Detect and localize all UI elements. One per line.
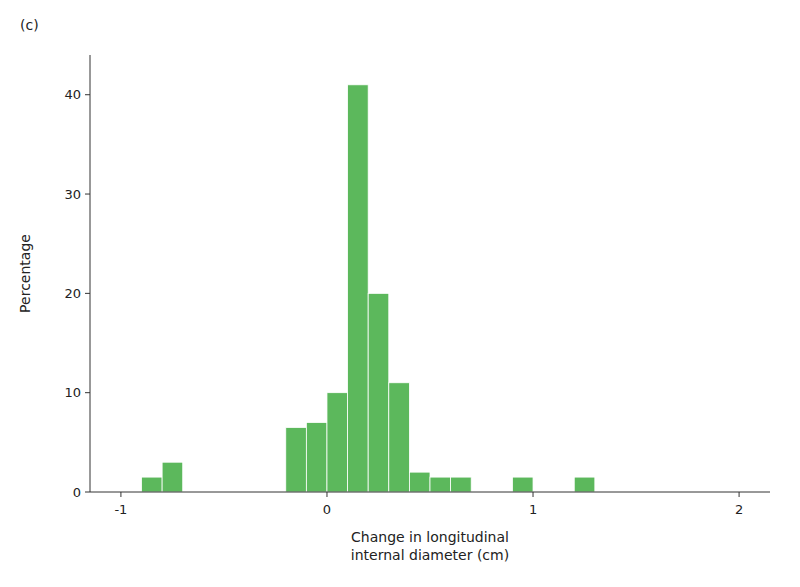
x-tick: [739, 492, 740, 497]
y-tick-label: 0: [73, 485, 81, 500]
x-axis-label-line: Change in longitudinal: [351, 529, 509, 545]
x-tick: [120, 492, 121, 497]
bar: 1.5: [451, 477, 472, 492]
x-tick: [533, 492, 534, 497]
panel-label: (c): [20, 17, 39, 33]
bar: 1.5: [574, 477, 595, 492]
y-axis-label: Percentage: [17, 234, 33, 313]
bar: 1.5: [430, 477, 451, 492]
bar: 10: [327, 393, 348, 492]
bar: 20: [368, 293, 389, 492]
bar: 41: [348, 85, 369, 492]
x-tick-label: 0: [323, 502, 331, 517]
bar: 7: [306, 422, 327, 492]
x-tick-label: -1: [114, 502, 127, 517]
x-tick-label: 2: [735, 502, 743, 517]
y-tick-label: 20: [64, 286, 81, 301]
x-tick-label: 1: [529, 502, 537, 517]
bar: 2: [409, 472, 430, 492]
x-axis-line: [90, 492, 770, 493]
x-axis-label-line: internal diameter (cm): [351, 547, 509, 563]
y-tick-label: 40: [64, 87, 81, 102]
chart: 1.536.571041201121.51.51.51.5-1012010203…: [0, 0, 800, 587]
y-axis-line: [90, 55, 91, 492]
bar: 3: [162, 462, 183, 492]
bar: 11: [389, 383, 410, 492]
bars: 1.536.571041201121.51.51.51.5: [142, 85, 595, 492]
y-tick: [85, 492, 90, 493]
y-tick-label: 30: [64, 187, 81, 202]
bar: 1.5: [512, 477, 533, 492]
y-tick: [85, 293, 90, 294]
axes: -1012010203040: [64, 55, 770, 517]
y-tick: [85, 194, 90, 195]
y-tick: [85, 94, 90, 95]
bar: 1.5: [142, 477, 163, 492]
y-tick: [85, 392, 90, 393]
bar: 6.5: [286, 427, 307, 492]
x-axis-label: Change in longitudinal internal diameter …: [351, 529, 509, 563]
y-tick-label: 10: [64, 385, 81, 400]
x-tick: [326, 492, 327, 497]
